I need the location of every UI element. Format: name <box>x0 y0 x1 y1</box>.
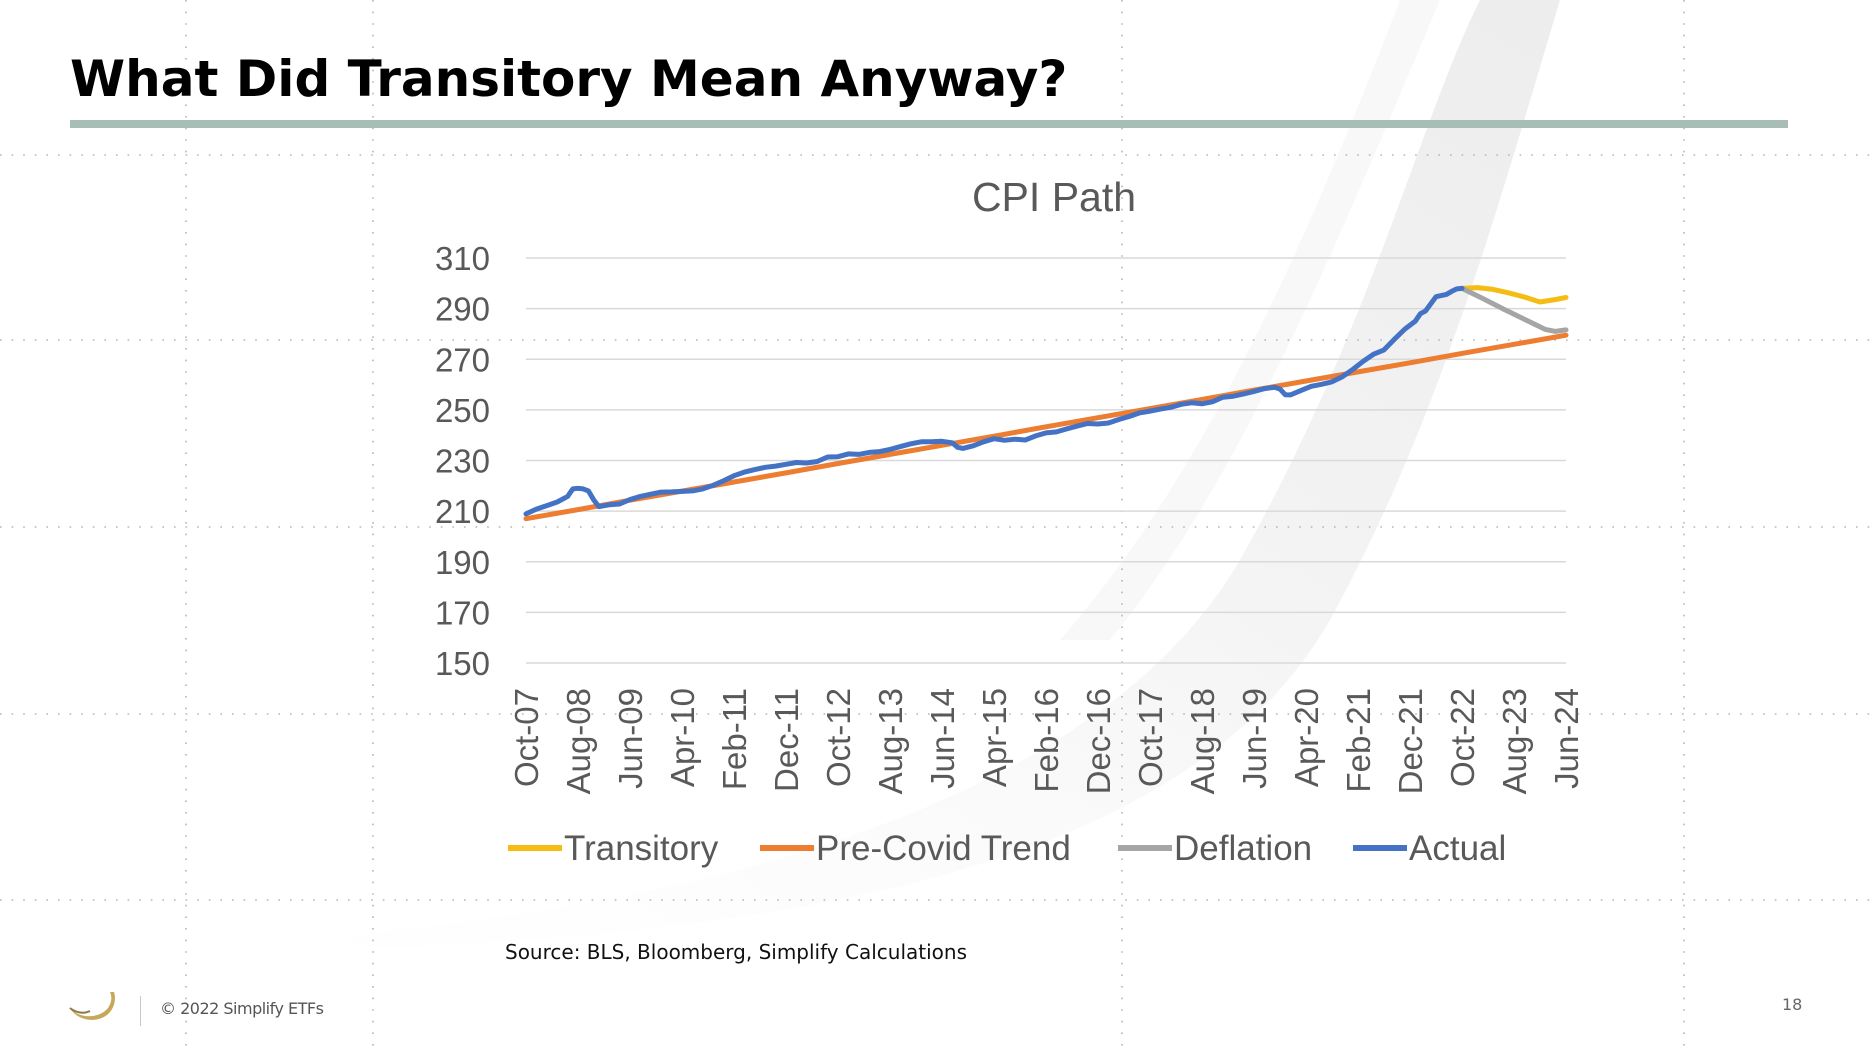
x-tick-label: Jun-19 <box>1236 688 1273 789</box>
x-tick-label: Oct-12 <box>820 688 857 787</box>
y-tick-label: 230 <box>435 443 490 480</box>
series-line-actual <box>523 285 1465 517</box>
footer-divider <box>140 996 141 1026</box>
series-line-transitory <box>1459 285 1569 305</box>
legend-label: Pre-Covid Trend <box>816 829 1071 868</box>
series-line-deflation <box>1459 285 1569 334</box>
x-tick-label: Feb-21 <box>1340 688 1377 793</box>
y-tick-label: 190 <box>435 544 490 581</box>
y-tick-label: 150 <box>435 645 490 682</box>
y-tick-label: 270 <box>435 341 490 378</box>
y-tick-label: 290 <box>435 291 490 328</box>
x-tick-label: Dec-21 <box>1392 688 1429 794</box>
legend-label: Deflation <box>1174 829 1312 868</box>
x-tick-label: Oct-07 <box>508 688 545 787</box>
x-tick-label: Oct-22 <box>1444 688 1481 787</box>
y-tick-label: 210 <box>435 493 490 530</box>
x-tick-label: Feb-16 <box>1028 688 1065 793</box>
x-tick-label: Oct-17 <box>1132 688 1169 787</box>
x-tick-label: Apr-20 <box>1288 688 1325 787</box>
page-number: 18 <box>1782 995 1803 1014</box>
chart-title: CPI Path <box>972 174 1136 220</box>
x-tick-label: Apr-10 <box>664 688 701 787</box>
x-tick-label: Jun-14 <box>924 688 961 789</box>
x-tick-label: Jun-09 <box>612 688 649 789</box>
legend-label: Transitory <box>564 829 719 868</box>
title-underline <box>70 120 1788 128</box>
legend-label: Actual <box>1409 829 1506 868</box>
x-tick-label: Aug-23 <box>1496 688 1533 794</box>
x-tick-label: Aug-18 <box>1184 688 1221 794</box>
x-tick-label: Apr-15 <box>976 688 1013 787</box>
y-tick-label: 250 <box>435 392 490 429</box>
copyright-text: © 2022 Simplify ETFs <box>160 999 324 1018</box>
y-tick-label: 170 <box>435 594 490 631</box>
x-tick-label: Aug-13 <box>872 688 909 794</box>
x-tick-label: Dec-16 <box>1080 688 1117 794</box>
x-tick-label: Dec-11 <box>768 688 805 792</box>
simplify-logo <box>69 992 115 1020</box>
source-note: Source: BLS, Bloomberg, Simplify Calcula… <box>505 940 967 964</box>
y-tick-label: 310 <box>435 240 490 277</box>
x-tick-label: Feb-11 <box>716 688 753 790</box>
x-tick-label: Aug-08 <box>560 688 597 794</box>
x-tick-label: Jun-24 <box>1548 688 1585 789</box>
slide-title: What Did Transitory Mean Anyway? <box>70 50 1068 108</box>
